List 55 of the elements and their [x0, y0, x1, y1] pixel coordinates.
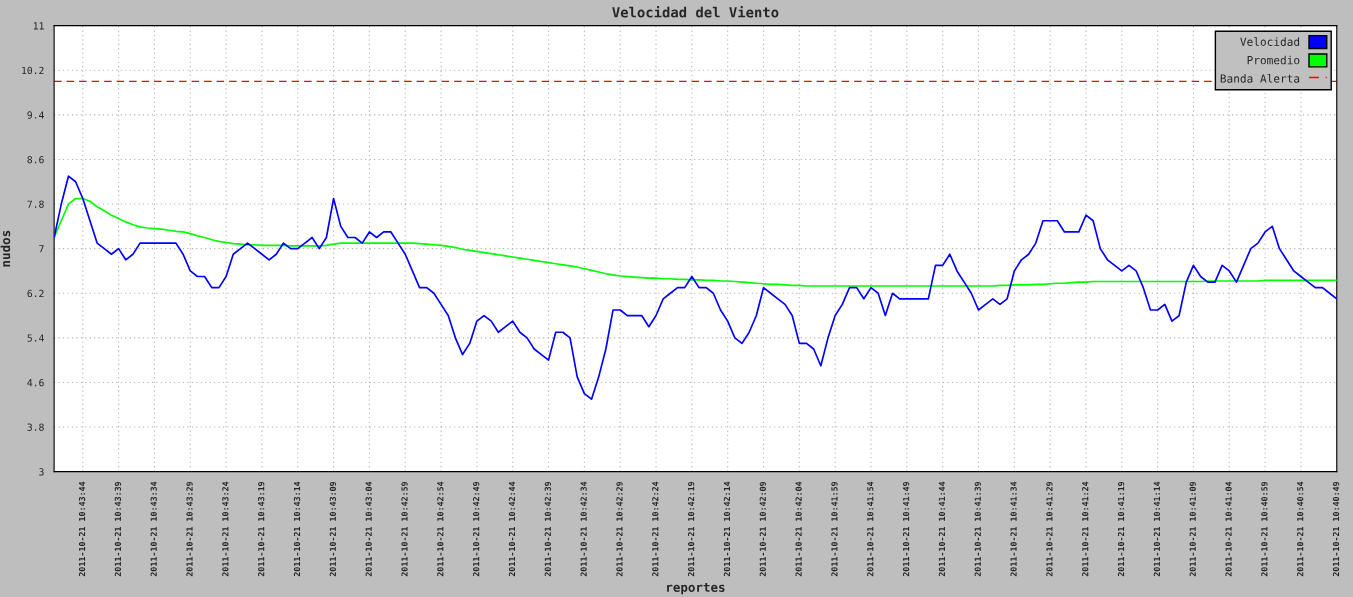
y-tick-label: 8.6: [27, 155, 44, 164]
x-tick-label: 2011-10-21 10:42:24: [652, 481, 659, 577]
x-tick-label: 2011-10-21 10:42:04: [795, 481, 802, 577]
x-tick-label: 2011-10-21 10:40:54: [1297, 481, 1304, 577]
x-tick-label: 2011-10-21 10:43:04: [365, 481, 372, 577]
x-tick-label: 2011-10-21 10:43:34: [150, 481, 157, 577]
x-tick-label: 2011-10-21 10:41:39: [974, 481, 981, 577]
x-tick-label: 2011-10-21 10:41:24: [1082, 481, 1089, 577]
x-tick-label: 2011-10-21 10:41:04: [1225, 481, 1232, 577]
x-tick-label: 2011-10-21 10:41:49: [902, 481, 910, 577]
line-series: [54, 175, 1337, 400]
x-tick-label: 2011-10-21 10:43:14: [293, 481, 301, 577]
x-tick-label: 2011-10-21 10:43:39: [114, 481, 122, 577]
ref-line-label: Banda Alerta: [1220, 74, 1300, 83]
x-tick-label: 2011-10-21 10:42:14: [723, 481, 731, 577]
x-tick-label: 2011-10-21 10:41:19: [1117, 481, 1125, 577]
line-series: [54, 197, 1337, 287]
chart-title: Velocidad del Viento: [612, 6, 779, 18]
x-tick-label: 2011-10-21 10:43:29: [186, 481, 193, 577]
x-tick-label: 2011-10-21 10:42:49: [473, 481, 480, 577]
y-tick-label: 9.4: [27, 111, 44, 119]
x-tick-label: 2011-10-21 10:43:44: [78, 481, 86, 577]
x-tick-label: 2011-10-21 10:43:09: [329, 481, 337, 577]
x-tick-label: 2011-10-21 10:41:09: [1189, 481, 1196, 577]
x-tick-label: 2011-10-21 10:41:59: [831, 481, 838, 577]
y-tick-label: 3: [39, 468, 44, 476]
x-tick-label: 2011-10-21 10:42:54: [437, 481, 444, 577]
y-tick-label: 11: [33, 22, 44, 30]
x-tick-label: 2011-10-21 10:42:29: [616, 481, 623, 577]
x-tick-label: 2011-10-21 10:41:29: [1046, 481, 1053, 577]
x-tick-label: 2011-10-21 10:41:14: [1153, 481, 1161, 577]
y-tick-label: 4.6: [27, 378, 44, 387]
x-tick-label: 2011-10-21 10:41:54: [867, 481, 874, 577]
x-tick-label: 2011-10-21 10:43:24: [222, 481, 229, 577]
y-axis-title: nudos: [0, 230, 11, 267]
y-tick-label: 7: [39, 245, 44, 253]
x-tick-label: 2011-10-21 10:42:44: [508, 481, 516, 577]
x-tick-label: 2011-10-21 10:42:19: [687, 481, 695, 577]
x-tick-label: 2011-10-21 10:42:59: [401, 481, 408, 577]
x-tick-label: 2011-10-21 10:43:19: [258, 481, 265, 577]
legend-label: Velocidad: [1240, 37, 1300, 46]
y-tick-label: 3.8: [27, 423, 44, 431]
x-tick-label: 2011-10-21 10:40:59: [1261, 481, 1268, 577]
x-tick-label: 2011-10-21 10:40:49: [1332, 481, 1340, 577]
x-tick-label: 2011-10-21 10:42:39: [544, 481, 552, 577]
x-tick-label: 2011-10-21 10:41:34: [1010, 481, 1017, 577]
legend-label: Promedio: [1247, 55, 1300, 65]
y-tick-label: 10.2: [22, 66, 44, 75]
x-tick-label: 2011-10-21 10:41:44: [938, 481, 946, 577]
x-tick-label: 2011-10-21 10:42:09: [759, 481, 766, 577]
x-tick-label: 2011-10-21 10:42:34: [580, 481, 587, 577]
y-tick-label: 5.4: [27, 334, 44, 342]
x-axis-title: reportes: [667, 582, 725, 595]
y-tick-label: 6.2: [27, 289, 44, 298]
y-tick-label: 7.8: [27, 200, 44, 208]
